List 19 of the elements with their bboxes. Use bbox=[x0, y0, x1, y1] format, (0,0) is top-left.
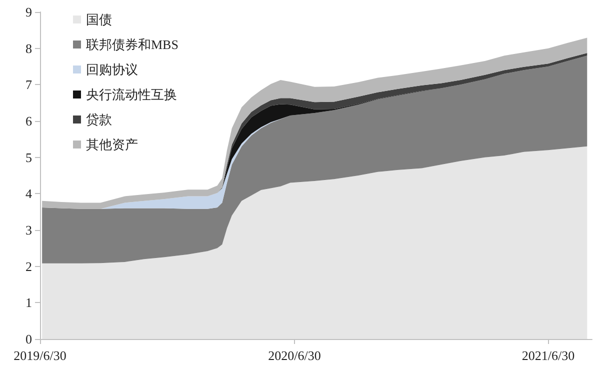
x-tick-label: 2020/6/30 bbox=[268, 348, 321, 363]
y-tick-label: 5 bbox=[26, 150, 32, 165]
legend-label: 回购协议 bbox=[86, 62, 138, 77]
x-tick-label: 2021/6/30 bbox=[522, 348, 575, 363]
legend-label: 国债 bbox=[86, 12, 112, 27]
y-tick-label: 0 bbox=[26, 332, 32, 346]
y-tick-label: 1 bbox=[26, 295, 32, 310]
y-tick-label: 6 bbox=[26, 114, 32, 128]
legend-label: 央行流动性互换 bbox=[86, 87, 177, 102]
legend-label: 贷款 bbox=[86, 112, 112, 127]
y-tick-label: 7 bbox=[26, 77, 32, 92]
x-tick-label: 2019/6/30 bbox=[14, 348, 66, 363]
y-tick-label: 9 bbox=[26, 4, 32, 20]
legend-label: 其他资产 bbox=[86, 137, 138, 152]
y-tick-label: 2 bbox=[26, 258, 32, 274]
y-tick-label: 8 bbox=[26, 40, 32, 56]
y-tick-label: 3 bbox=[26, 222, 32, 238]
legend-label: 联邦债券和MBS bbox=[86, 37, 178, 52]
y-tick-label: 4 bbox=[26, 186, 32, 202]
